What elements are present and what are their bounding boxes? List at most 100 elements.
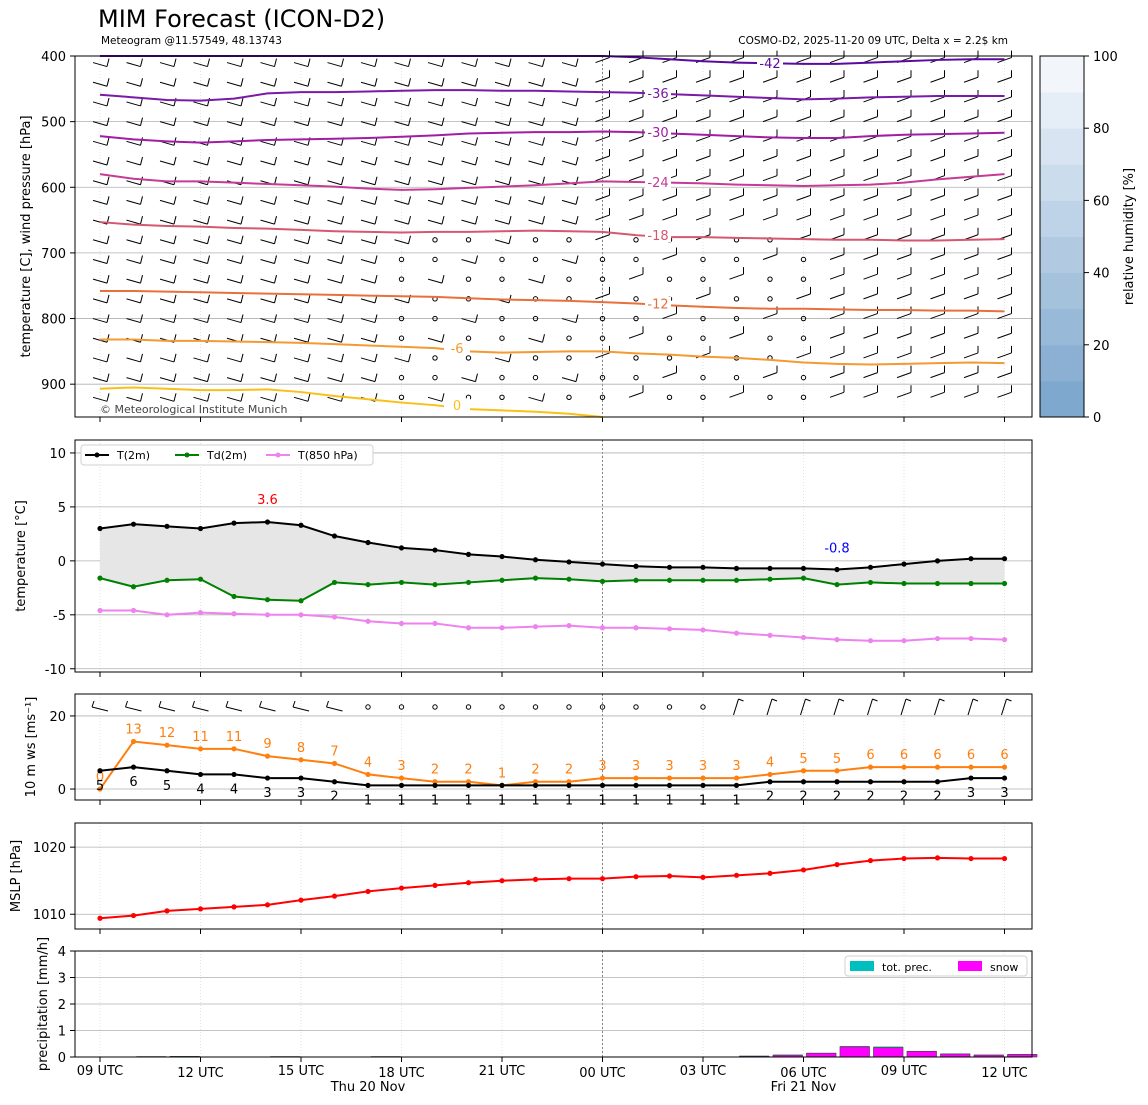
wind-barb-flag bbox=[542, 117, 545, 126]
colorbar-tick-label: 40 bbox=[1093, 267, 1110, 282]
wind-barb bbox=[92, 81, 108, 87]
wind-barb-flag bbox=[408, 117, 411, 126]
gust-point bbox=[197, 746, 204, 752]
wind-barb bbox=[126, 219, 141, 225]
wind-barb bbox=[595, 116, 610, 123]
wind-barb-flag bbox=[274, 215, 277, 225]
wind-barb-flag bbox=[475, 215, 478, 225]
wind-barb bbox=[159, 219, 175, 225]
wind-barb bbox=[528, 199, 543, 205]
wind-barb bbox=[729, 273, 744, 280]
wind-barb bbox=[561, 219, 577, 225]
wind-barb bbox=[863, 116, 878, 123]
wind-barb bbox=[394, 180, 409, 186]
series-point bbox=[767, 576, 773, 582]
wind-barb-flag bbox=[341, 275, 344, 284]
wind-barb-calm bbox=[800, 276, 807, 282]
windspeed-point bbox=[499, 782, 505, 788]
gust-point bbox=[834, 768, 840, 774]
wind-barb-flag bbox=[240, 373, 244, 382]
wind-barb bbox=[427, 278, 443, 284]
min-temp-annotation: -0.8 bbox=[824, 541, 849, 556]
wind-barb-flag bbox=[173, 196, 177, 205]
wind-barb bbox=[327, 180, 342, 186]
panel5-ylabel: precipitation [mm/h] bbox=[36, 937, 51, 1071]
mslp-point bbox=[800, 867, 807, 873]
wind-barb bbox=[896, 135, 912, 142]
wind-barb bbox=[461, 219, 476, 225]
wind-barb-calm bbox=[532, 355, 539, 361]
wind-barb bbox=[729, 214, 744, 221]
wind-barb bbox=[394, 219, 409, 225]
wind-barb bbox=[528, 81, 543, 87]
wind-barb bbox=[461, 318, 476, 324]
model-info: COSMO-D2, 2025-11-20 09 UTC, Delta x = 2… bbox=[738, 35, 1008, 47]
wind-barb bbox=[126, 298, 141, 304]
windspeed-point bbox=[834, 779, 840, 785]
wind-barb bbox=[226, 101, 242, 107]
wind-barb-flag bbox=[542, 156, 545, 166]
wind-barb bbox=[293, 298, 309, 304]
panel5-frame bbox=[74, 950, 1033, 1058]
wind-barb-calm bbox=[499, 315, 505, 322]
gust-point bbox=[532, 779, 539, 785]
wind-barb bbox=[863, 293, 878, 300]
wind-barb bbox=[293, 377, 309, 383]
wind-barb bbox=[327, 160, 342, 166]
wind-barb bbox=[863, 352, 878, 359]
wind-barb-flag bbox=[240, 255, 244, 264]
wind-barb bbox=[896, 155, 912, 162]
gust-value-label: 3 bbox=[632, 759, 640, 774]
wind-barb bbox=[461, 160, 476, 166]
windspeed-point bbox=[867, 779, 874, 785]
wind-barb-flag bbox=[140, 294, 143, 303]
legend-box bbox=[80, 444, 374, 466]
wind-barb bbox=[327, 318, 342, 324]
wind-barb bbox=[896, 372, 912, 379]
wind-barb bbox=[528, 219, 543, 225]
wind-barb bbox=[193, 160, 208, 166]
wind-barb bbox=[963, 194, 979, 201]
wind-barb-flag bbox=[140, 78, 143, 87]
wind-barb bbox=[360, 140, 376, 146]
wind-barb-flag bbox=[207, 255, 210, 264]
mslp-point bbox=[599, 876, 606, 882]
wind-barb-flag bbox=[274, 393, 277, 402]
wind-barb-flag bbox=[441, 137, 445, 146]
surface-barb-flag bbox=[939, 698, 945, 702]
wind-barb-flag bbox=[441, 117, 445, 126]
series-point bbox=[164, 612, 170, 618]
wind-barb bbox=[997, 254, 1012, 260]
windspeed-point bbox=[633, 782, 639, 788]
surface-barb bbox=[967, 698, 974, 716]
wind-barb bbox=[796, 293, 811, 300]
windspeed-point bbox=[733, 782, 740, 788]
surface-barb-calm bbox=[666, 704, 673, 710]
wind-barb bbox=[997, 293, 1012, 300]
wind-barb bbox=[461, 258, 476, 264]
wind-barb-flag bbox=[374, 176, 378, 185]
max-temp-annotation: 3.6 bbox=[257, 493, 278, 508]
isotherm-line bbox=[99, 221, 1005, 242]
wind-barb-calm bbox=[499, 276, 505, 282]
wind-barb bbox=[561, 62, 577, 68]
wind-barb-flag bbox=[374, 58, 378, 67]
surface-barb-calm bbox=[499, 704, 505, 710]
wind-barb bbox=[595, 96, 610, 103]
wind-barb-calm bbox=[465, 335, 472, 341]
series-point bbox=[599, 625, 606, 631]
wind-barb-flag bbox=[207, 275, 210, 284]
wind-barb bbox=[628, 273, 644, 280]
wind-barb-flag bbox=[575, 196, 579, 205]
wind-barb-flag bbox=[240, 97, 244, 107]
wind-barb-calm bbox=[499, 394, 505, 401]
windspeed-value-label: 1 bbox=[364, 793, 372, 808]
surface-barb-calm bbox=[465, 704, 472, 710]
wind-barb bbox=[360, 357, 376, 363]
wind-barb-flag bbox=[140, 373, 143, 382]
wind-barb bbox=[159, 81, 175, 87]
wind-barb-flag bbox=[374, 117, 378, 126]
wind-barb-flag bbox=[508, 137, 512, 146]
windspeed-point bbox=[97, 768, 103, 774]
surface-barb-flag bbox=[292, 700, 296, 708]
